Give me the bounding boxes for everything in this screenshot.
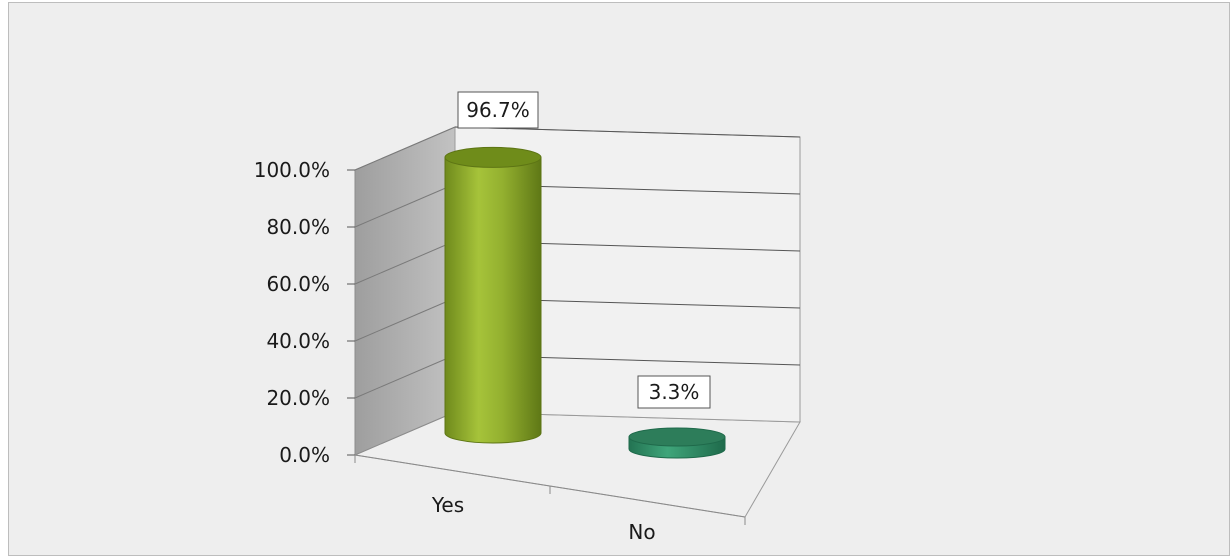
- bar-no: [628, 427, 726, 459]
- y-tick-label: 100.0%: [254, 158, 330, 182]
- floor: [353, 411, 801, 518]
- x-category-label: Yes: [431, 493, 464, 517]
- gridline-side: [354, 354, 456, 399]
- chart-walls: [353, 126, 801, 518]
- x-axis-labels: Yes No: [431, 493, 656, 544]
- cylinder-top: [444, 146, 542, 168]
- x-category-label: No: [628, 520, 655, 544]
- y-tick-label: 0.0%: [279, 443, 330, 467]
- gridline-side: [354, 126, 456, 171]
- gridline-side: [354, 297, 456, 342]
- data-label-box: [457, 91, 539, 129]
- left-wall: [354, 126, 456, 456]
- data-label-box: [637, 375, 711, 409]
- cylinder-top: [628, 427, 726, 447]
- y-tick-label: 80.0%: [266, 215, 330, 239]
- cylinder-body: [444, 156, 542, 444]
- y-tick-label: 20.0%: [266, 386, 330, 410]
- data-label-text: 3.3%: [649, 380, 700, 404]
- bars: [444, 146, 726, 459]
- data-label: 96.7%: [457, 91, 539, 129]
- bar-yes: [444, 146, 542, 444]
- gridline: [454, 126, 801, 138]
- data-label-text: 96.7%: [466, 98, 530, 122]
- y-tick-label: 60.0%: [266, 272, 330, 296]
- y-axis-labels: 0.0% 20.0% 40.0% 60.0% 80.0% 100.0%: [254, 158, 330, 467]
- axes: [347, 169, 746, 525]
- y-tick-label: 40.0%: [266, 329, 330, 353]
- data-label: 3.3%: [637, 375, 711, 409]
- gridline-side: [354, 240, 456, 285]
- gridline-side: [354, 183, 456, 228]
